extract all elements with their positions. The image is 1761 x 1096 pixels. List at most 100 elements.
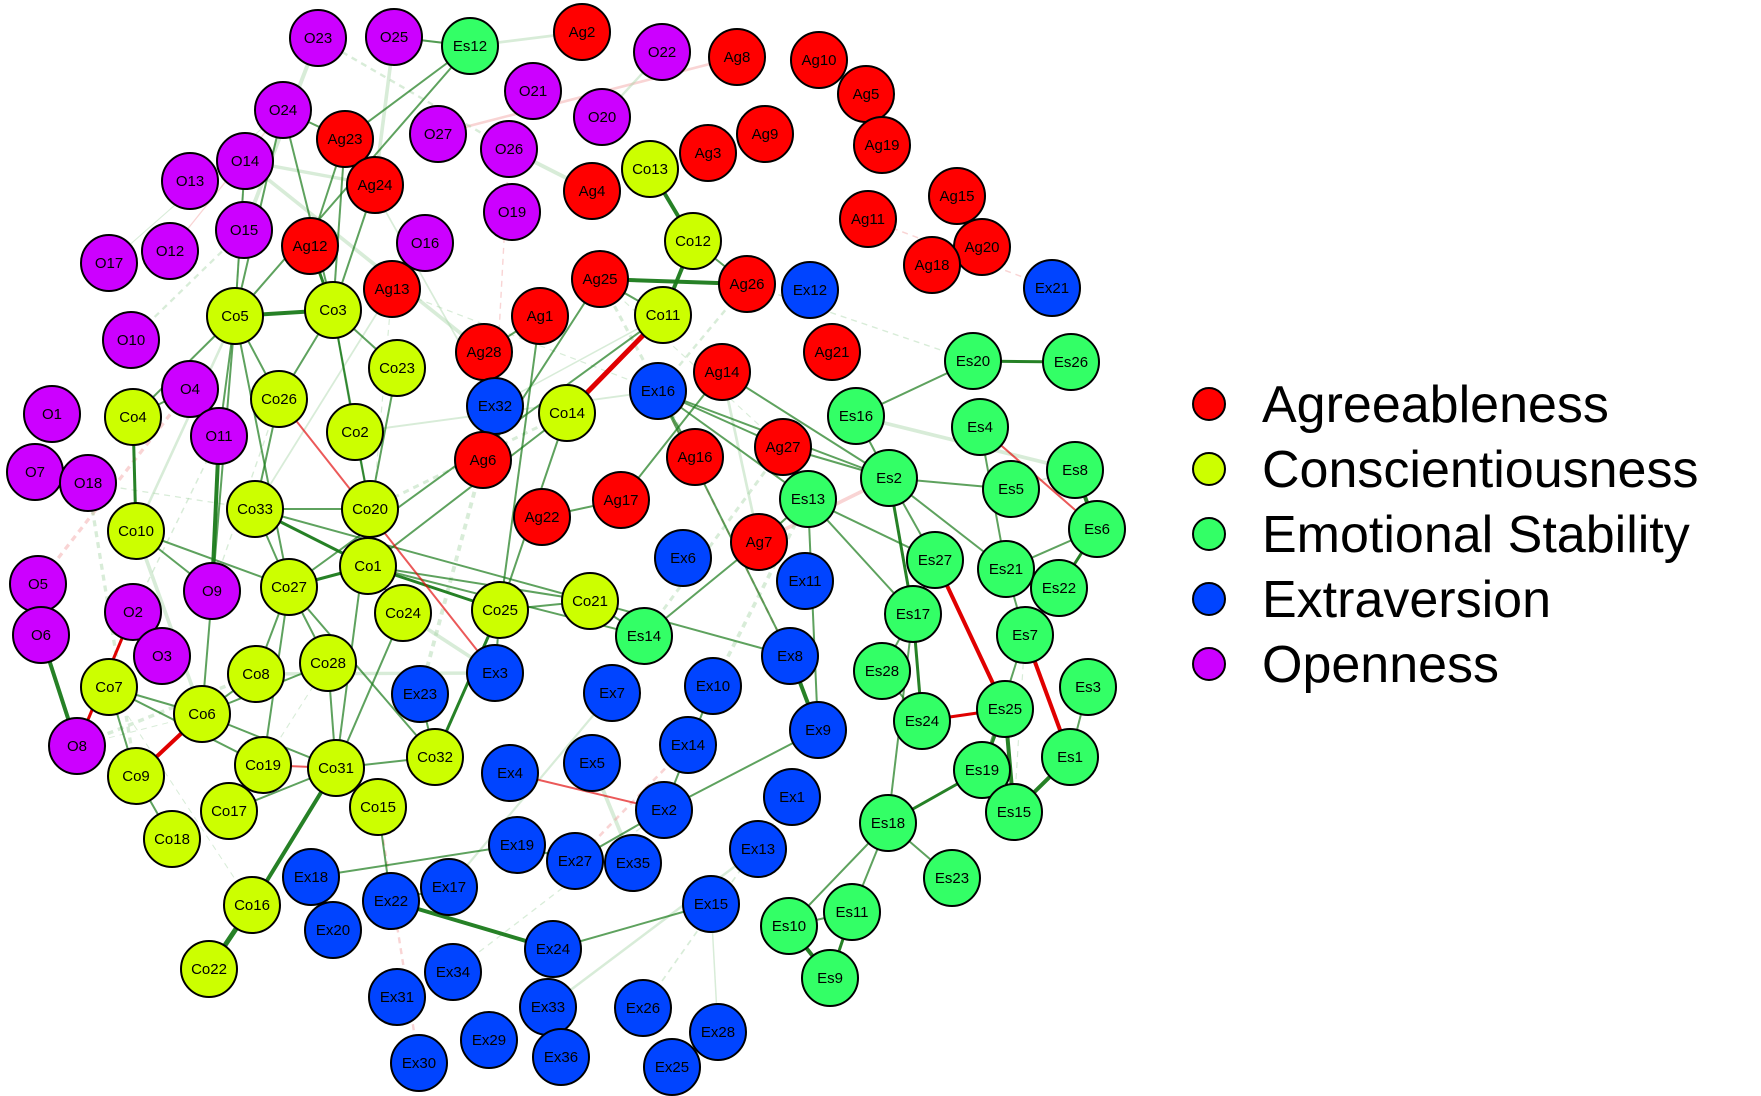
node-Ag3: Ag3 xyxy=(679,124,737,182)
node-circle xyxy=(754,418,812,476)
node-label: Ex15 xyxy=(694,896,728,913)
edge-Ag1-Co25 xyxy=(499,315,541,611)
node-Es27: Es27 xyxy=(906,531,964,589)
edge-Ex8-Co21 xyxy=(589,600,791,657)
legend-item: Extraversion xyxy=(1192,571,1551,629)
node-Co14: Co14 xyxy=(538,384,596,442)
node-label: O20 xyxy=(588,109,616,126)
node-label: Es19 xyxy=(965,762,999,779)
node-label: Ex32 xyxy=(478,398,512,415)
node-label: Ag1 xyxy=(527,308,554,325)
legend-label: Extraversion xyxy=(1262,571,1551,629)
node-circle xyxy=(1030,559,1088,617)
node-label: Co16 xyxy=(234,897,270,914)
faint-edge xyxy=(391,288,659,392)
node-circle xyxy=(471,581,529,639)
node-Ag19: Ag19 xyxy=(853,116,911,174)
node-circle xyxy=(760,897,818,955)
node-Ag15: Ag15 xyxy=(928,167,986,225)
node-Ex7: Ex7 xyxy=(583,664,641,722)
node-Es11: Es11 xyxy=(823,883,881,941)
node-label: Es8 xyxy=(1062,462,1088,479)
node-circle xyxy=(80,658,138,716)
node-circle xyxy=(363,260,421,318)
node-label: Es9 xyxy=(817,970,843,987)
faint-edge xyxy=(711,498,810,687)
node-circle xyxy=(629,362,687,420)
node-label: Es3 xyxy=(1075,679,1101,696)
node-label: O10 xyxy=(117,332,145,349)
faint-edge xyxy=(418,459,485,695)
node-label: Ex33 xyxy=(531,999,565,1016)
node-O15: O15 xyxy=(215,201,273,259)
node-Ag27: Ag27 xyxy=(754,418,812,476)
node-label: Es18 xyxy=(871,815,905,832)
node-Ex6: Ex6 xyxy=(654,529,712,587)
edge-Co26-Ex3 xyxy=(278,398,496,674)
node-Ex35: Ex35 xyxy=(604,834,662,892)
node-label: O15 xyxy=(230,222,258,239)
node-label: Ex21 xyxy=(1035,280,1069,297)
node-Ex36: Ex36 xyxy=(532,1028,590,1086)
legend-swatch xyxy=(1192,582,1226,616)
node-circle xyxy=(133,627,191,685)
edge-Co33-Co21 xyxy=(254,508,591,602)
node-Ex33: Ex33 xyxy=(519,978,577,1036)
node-O23: O23 xyxy=(289,9,347,67)
node-circle xyxy=(763,768,821,826)
node-Es26: Es26 xyxy=(1042,333,1100,391)
node-Co2: Co2 xyxy=(326,403,384,461)
node-label: Co23 xyxy=(379,360,415,377)
edge-Ag14-Es2 xyxy=(721,371,890,479)
node-circle xyxy=(951,398,1009,456)
node-Ag4: Ag4 xyxy=(563,162,621,220)
node-Ag22: Ag22 xyxy=(513,488,571,546)
node-circle xyxy=(391,665,449,723)
node-Co24: Co24 xyxy=(374,584,432,642)
node-O13: O13 xyxy=(161,152,219,210)
node-Es12: Es12 xyxy=(441,17,499,75)
node-circle xyxy=(460,1011,518,1069)
node-circle xyxy=(368,339,426,397)
edge-Co1-Co21 xyxy=(367,565,591,602)
node-circle xyxy=(903,236,961,294)
node-Co20: Co20 xyxy=(341,480,399,538)
node-circle xyxy=(234,736,292,794)
node-label: O18 xyxy=(74,475,102,492)
node-label: Co7 xyxy=(95,679,123,696)
node-label: O14 xyxy=(231,153,259,170)
node-label: O5 xyxy=(28,576,48,593)
node-circle xyxy=(801,949,859,1007)
node-circle xyxy=(614,979,672,1037)
node-Ag24: Ag24 xyxy=(346,156,404,214)
node-circle xyxy=(944,332,1002,390)
node-circle xyxy=(718,255,776,313)
edge-Es13-Ex9 xyxy=(807,498,819,731)
node-label: Es23 xyxy=(935,870,969,887)
node-O16: O16 xyxy=(396,214,454,272)
node-label: Co10 xyxy=(118,523,154,540)
node-Ex24: Ex24 xyxy=(524,920,582,978)
faint-edge xyxy=(599,278,784,448)
node-label: Co19 xyxy=(245,757,281,774)
node-circle xyxy=(215,201,273,259)
node-circle xyxy=(736,105,794,163)
node-O24: O24 xyxy=(254,81,312,139)
node-label: Ag4 xyxy=(579,183,606,200)
node-Co31: Co31 xyxy=(307,739,365,797)
node-label: Ex7 xyxy=(599,685,625,702)
node-Co8: Co8 xyxy=(227,645,285,703)
node-Ex3: Ex3 xyxy=(466,644,524,702)
node-label: Ag25 xyxy=(582,271,617,288)
node-label: Ex10 xyxy=(696,678,730,695)
node-circle xyxy=(481,744,539,802)
node-Es24: Es24 xyxy=(893,692,951,750)
edge-Ex18-Ex19 xyxy=(310,844,518,878)
node-circle xyxy=(689,1003,747,1061)
node-Ex23: Ex23 xyxy=(391,665,449,723)
node-Co21: Co21 xyxy=(561,572,619,630)
node-circle xyxy=(928,167,986,225)
node-Co12: Co12 xyxy=(664,212,722,270)
node-Ag26: Ag26 xyxy=(718,255,776,313)
